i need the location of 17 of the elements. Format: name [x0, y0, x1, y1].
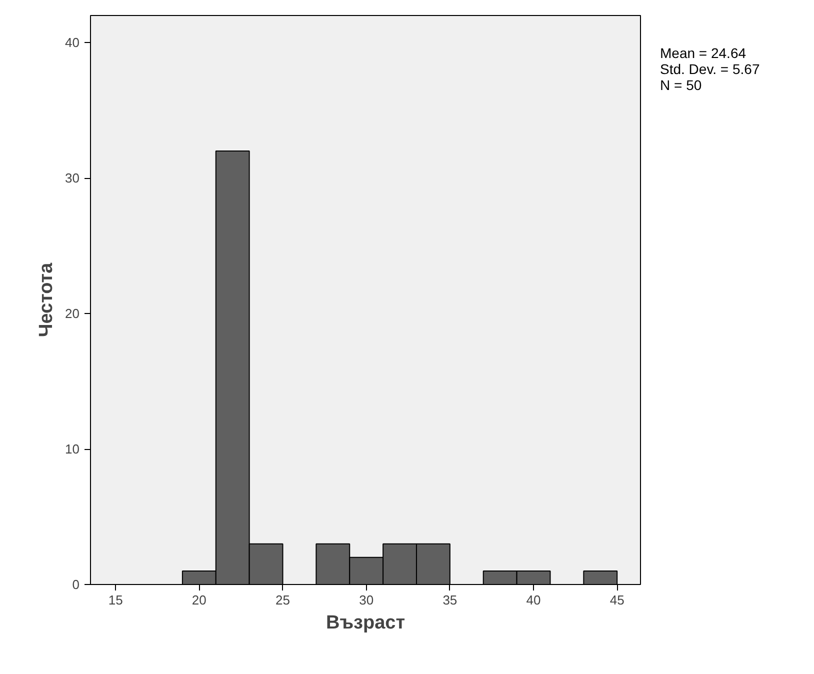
text: N = 50: [660, 77, 703, 93]
y-axis-title: Честота: [36, 262, 58, 338]
x-axis-title: Възраст: [326, 612, 406, 634]
x-tick-label: 25: [276, 592, 290, 608]
y-tick-label: 10: [65, 442, 80, 457]
y-tick-label: 30: [65, 170, 80, 186]
x-tick-label: 20: [192, 592, 206, 608]
x-tick-label: 40: [526, 592, 541, 608]
x-tick-label: 15: [108, 592, 123, 608]
x-tick-label: 35: [442, 592, 458, 608]
y-tick-label: 40: [65, 35, 80, 50]
y-tick-label: 0: [72, 577, 80, 592]
x-tick-label: 30: [359, 592, 374, 608]
text: Std. Dev. = 5.67: [660, 61, 760, 77]
x-tick-label: 45: [610, 592, 624, 608]
y-tick-label: 20: [65, 306, 80, 322]
text: Mean = 24.64: [660, 45, 748, 61]
